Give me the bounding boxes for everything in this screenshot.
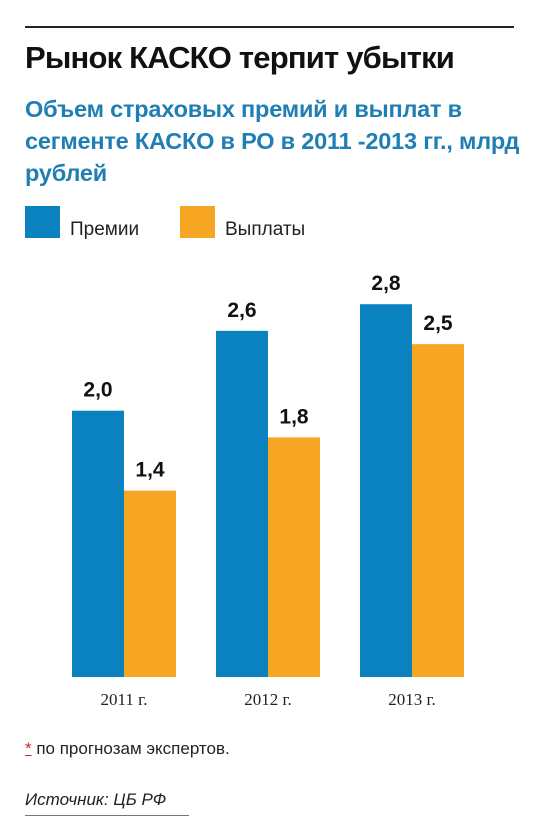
legend-label-payments: Выплаты <box>225 219 306 240</box>
footnote: * по прогнозам экспертов. <box>25 739 230 759</box>
bar-premiums-3 <box>360 304 412 677</box>
x-tick-label-1: 2011 г. <box>101 690 148 709</box>
top-divider <box>25 26 514 28</box>
bar-premiums-1 <box>72 410 124 677</box>
source-underline <box>25 815 189 816</box>
data-label-premiums-2: 2,6 <box>227 299 256 322</box>
footnote-marker: * <box>25 739 32 758</box>
page-title: Рынок КАСКО терпит убытки <box>25 40 455 75</box>
data-label-premiums-3: 2,8 <box>371 272 401 295</box>
footnote-text: по прогнозам экспертов. <box>31 739 230 758</box>
x-tick-label-3: 2013 г. <box>388 690 436 709</box>
data-label-payments-2: 1,8 <box>279 405 309 428</box>
legend-label-premiums: Премии <box>70 219 140 240</box>
legend-swatch-premiums <box>25 206 60 238</box>
data-label-payments-3: 2,5 <box>423 312 453 335</box>
bar-premiums-2 <box>216 330 268 677</box>
legend-swatch-payments <box>180 206 215 238</box>
bar-payments-2 <box>268 437 320 677</box>
data-label-premiums-1: 2,0 <box>83 379 112 402</box>
bar-payments-1 <box>124 490 176 677</box>
source-note: Источник: ЦБ РФ <box>25 790 167 809</box>
bar-payments-3 <box>412 344 464 677</box>
chart-subtitle: Объем страховых премий и выплат в сегмен… <box>25 96 520 186</box>
bar-chart: 2,0 1,4 2011 г. 2,6 1,8 2012 г. 2,8 2,5 2013 г. <box>72 272 464 709</box>
data-label-payments-1: 1,4 <box>135 459 165 482</box>
x-tick-label-2: 2012 г. <box>244 690 292 709</box>
